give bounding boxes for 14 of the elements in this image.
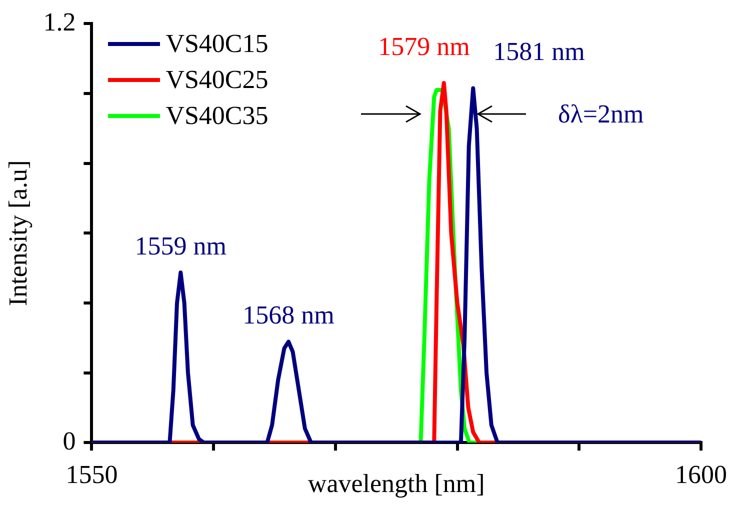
x-tick-label: 1600 [675,460,727,490]
annotation: δλ=2nm [558,99,644,128]
x-axis-title: wavelength [nm] [308,469,485,498]
annotation: 1559 nm [134,232,227,261]
y-tick-label: 1.2 [43,7,76,36]
legend-label: VS40C15 [166,28,268,60]
annotation: 1568 nm [242,300,334,330]
y-tick-label: 0 [62,426,76,456]
annotation: 1581 nm [493,37,585,66]
x-tick-label: 1550 [66,460,118,490]
annotation: 1579 nm [378,32,470,61]
legend-label: VS40C35 [166,100,268,132]
legend-label: VS40C25 [166,64,268,96]
y-axis-title: Intensity [a.u] [3,160,32,306]
